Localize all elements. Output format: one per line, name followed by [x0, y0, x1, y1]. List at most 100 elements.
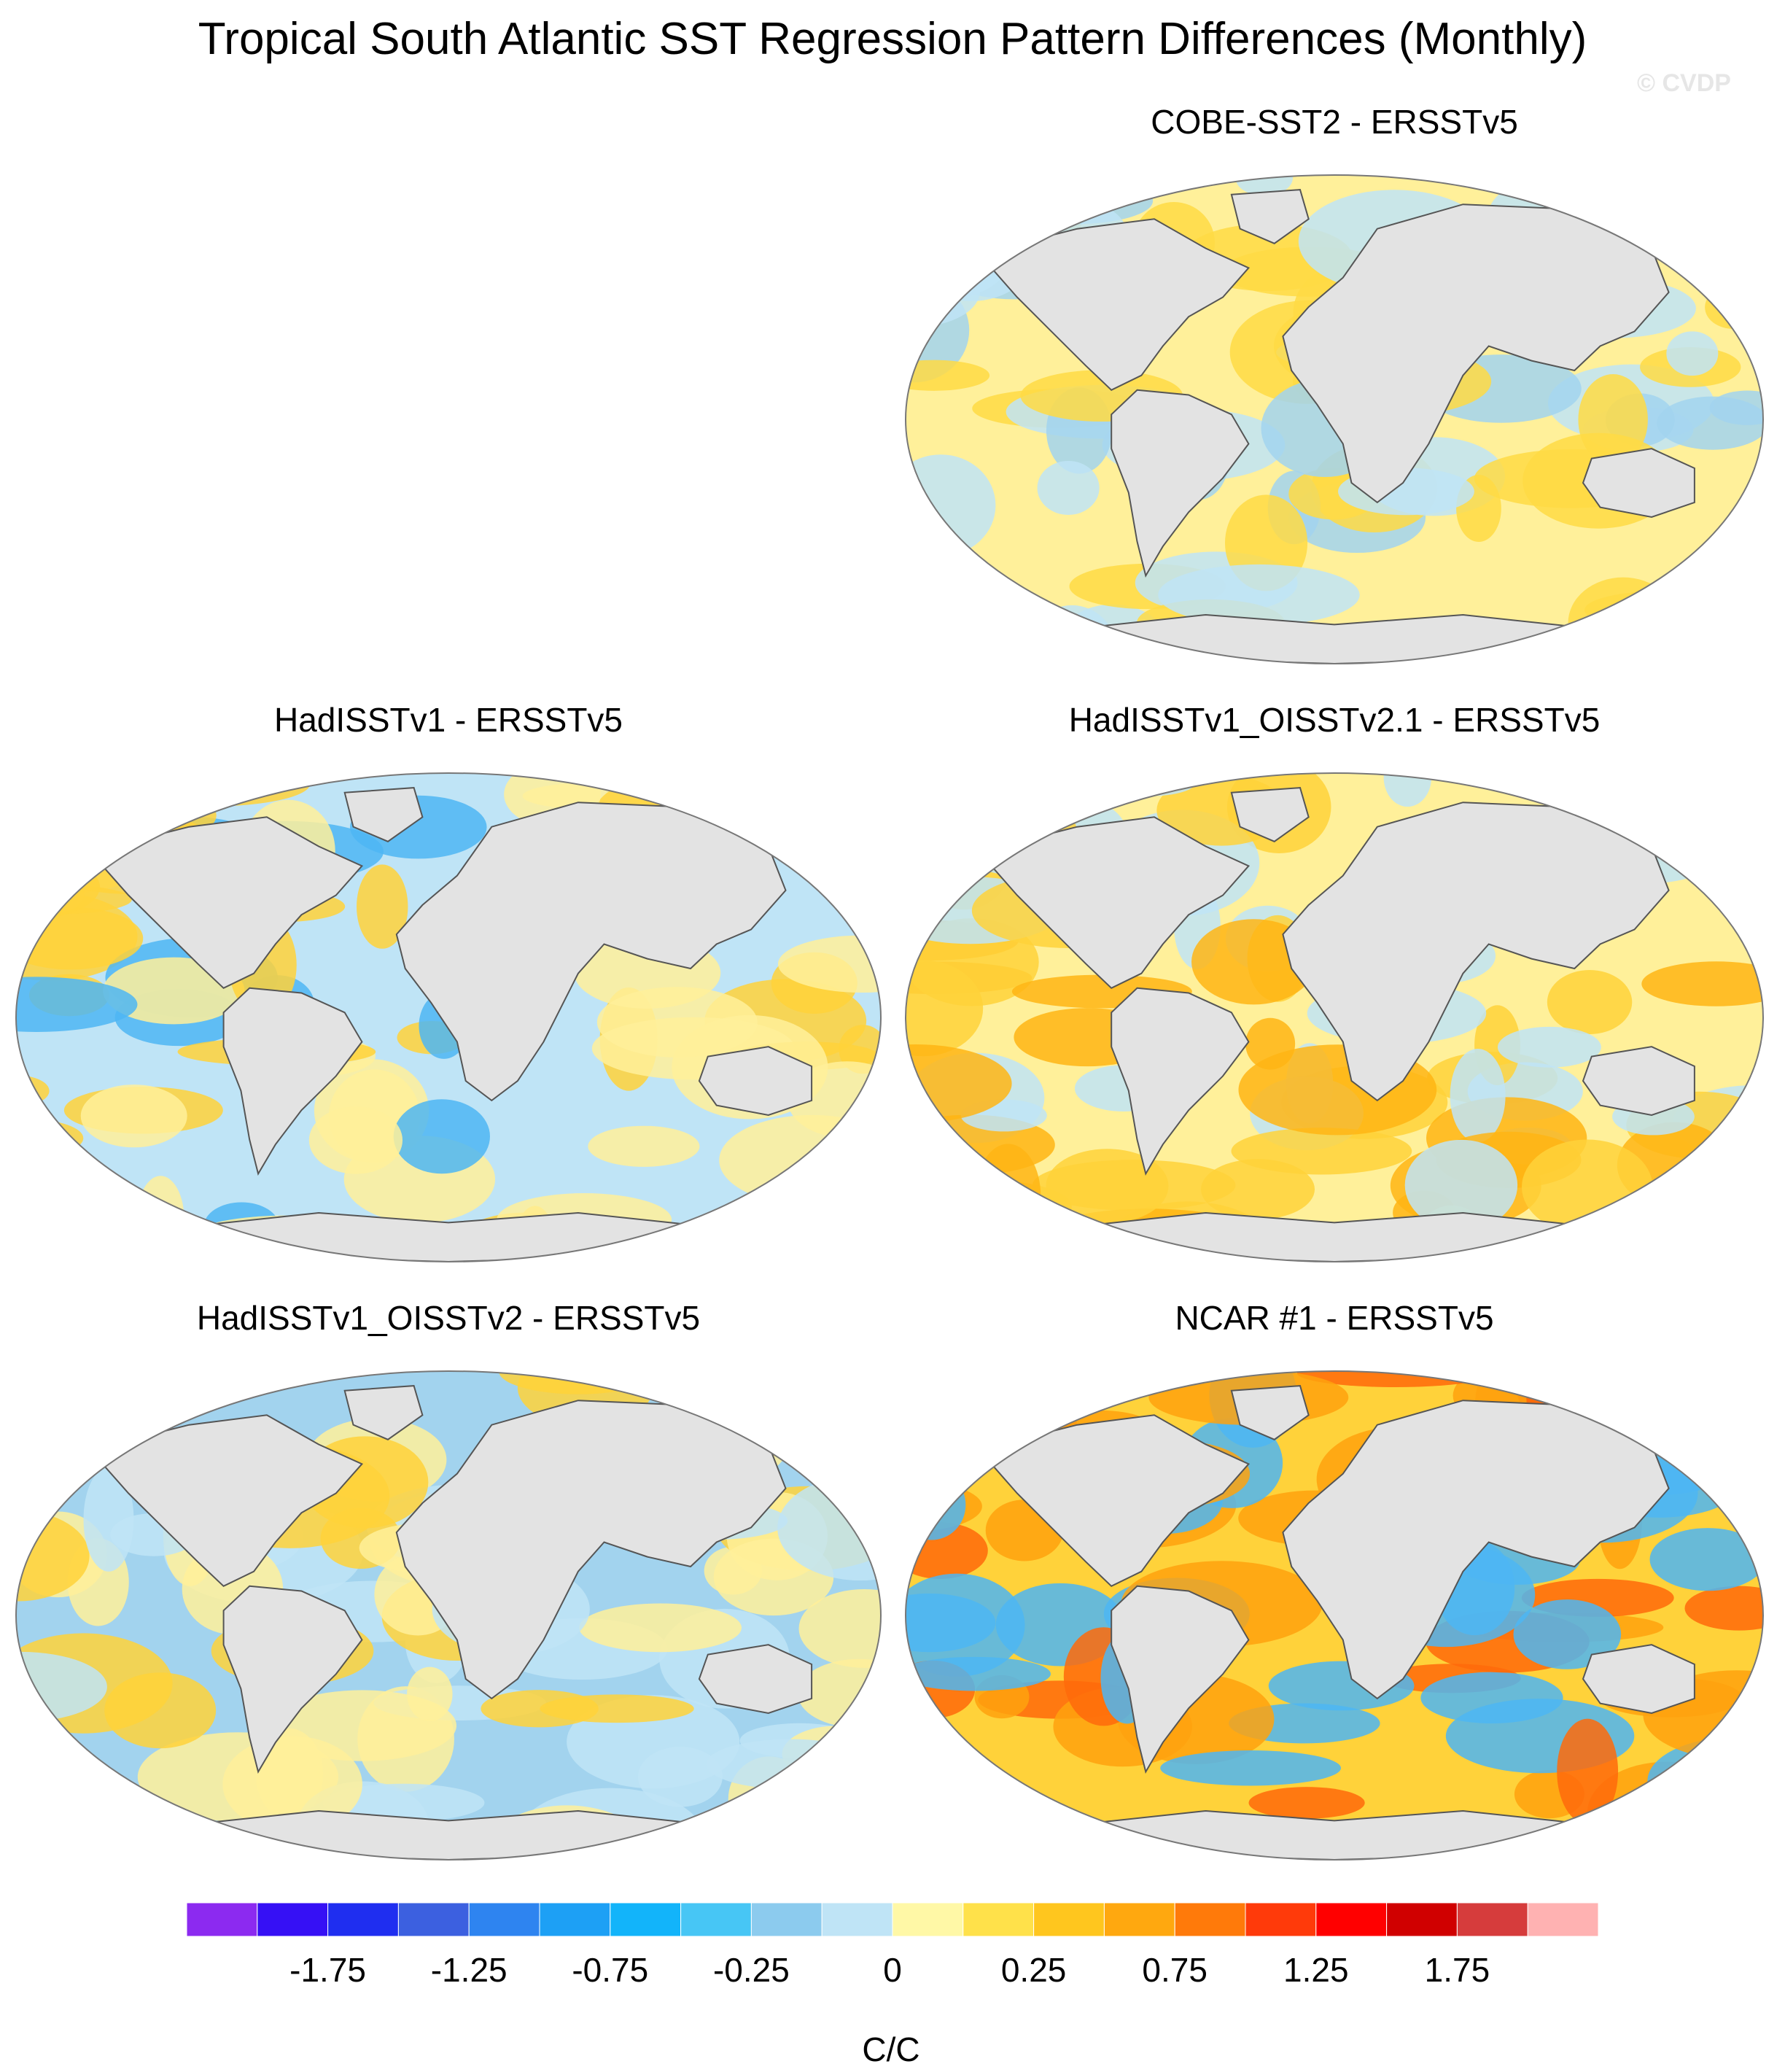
panel-title: COBE-SST2 - ERSSTv5: [1151, 103, 1518, 141]
figure-title: Tropical South Atlantic SST Regression P…: [198, 14, 1587, 64]
map-outline: [15, 1370, 882, 1860]
anomaly-blob: [782, 1213, 881, 1262]
colorbar-tick-label: 0.75: [1142, 1951, 1208, 1989]
map-outline: [905, 772, 1764, 1262]
anomaly-blob: [16, 1162, 105, 1195]
world-map: [905, 174, 1764, 664]
colorbar-swatch: [962, 1902, 1035, 1937]
anomaly-blob: [790, 791, 848, 872]
anomaly-blob: [19, 773, 219, 831]
anomaly-blob: [579, 1603, 742, 1653]
anomaly-blob: [906, 960, 984, 1057]
africa-eurasia-landmass: [1282, 203, 1670, 504]
south-america-landmass: [1111, 1585, 1250, 1774]
north-america-landmass: [101, 1414, 364, 1588]
anomaly-blob: [16, 1764, 74, 1814]
anomaly-blob: [357, 864, 408, 949]
map-outline: [15, 772, 882, 1262]
anomaly-blob: [16, 1835, 181, 1860]
map-outline: [905, 174, 1764, 664]
anomaly-blob: [685, 1835, 819, 1860]
anomaly-blob: [18, 1817, 183, 1853]
africa-eurasia-landmass: [395, 1400, 787, 1700]
world-map: [905, 772, 1764, 1262]
anomaly-blob: [16, 1780, 121, 1839]
colorbar-tick-label: -0.25: [713, 1951, 790, 1989]
anomaly-blob: [1404, 1139, 1518, 1231]
anomaly-blob: [104, 1672, 217, 1749]
anomaly-blob: [993, 177, 1154, 225]
colorbar-swatch: [1033, 1902, 1105, 1937]
anomaly-blob: [906, 1470, 966, 1540]
anomaly-blob: [1568, 577, 1679, 664]
colorbar-tick-label: -1.25: [431, 1951, 508, 1989]
panel-title: NCAR #1 - ERSSTv5: [1175, 1299, 1494, 1337]
anomaly-blob: [1248, 1787, 1365, 1819]
anomaly-blob: [136, 1176, 184, 1261]
anomaly-blob: [637, 1746, 723, 1807]
colorbar-swatch: [610, 1902, 682, 1937]
anomaly-blob: [1581, 1812, 1712, 1842]
colorbar-unit-label: C/C: [862, 2030, 919, 2068]
anomaly-blob: [911, 1774, 963, 1860]
south-america-landmass: [1111, 987, 1250, 1176]
map-outline: [905, 1370, 1764, 1860]
africa-eurasia-landmass: [1282, 1400, 1670, 1700]
north-america-landmass: [990, 218, 1251, 392]
anomaly-blob: [1598, 1801, 1710, 1852]
anomaly-blob: [906, 1187, 995, 1260]
map-panel-hadisst-oisst2: HadISSTv1_OISSTv2 - ERSSTv5: [7, 1298, 890, 1882]
colorbar-swatch: [821, 1902, 893, 1937]
anomaly-blob: [1158, 564, 1360, 626]
anomaly-blob: [1525, 175, 1594, 204]
anomaly-blob: [1658, 1771, 1706, 1836]
anomaly-blob: [1547, 970, 1633, 1035]
colorbar-swatch: [539, 1902, 611, 1937]
map-panel-hadisst-oisst21: HadISSTv1_OISSTv2.1 - ERSSTv5: [897, 700, 1772, 1284]
colorbar-tick-label: 0: [883, 1951, 902, 1989]
anomaly-blob: [906, 605, 984, 634]
watermark-text: © CVDP: [1637, 69, 1731, 97]
anomaly-blob: [1046, 1149, 1169, 1224]
colorbar-swatch: [397, 1902, 470, 1937]
colorbar-swatch: [1456, 1902, 1528, 1937]
australia-landmass: [1582, 1644, 1695, 1715]
africa-eurasia-landmass: [1282, 802, 1670, 1102]
south-america-landmass: [222, 987, 363, 1176]
anomaly-blob: [1684, 1586, 1763, 1631]
anomaly-blob: [1578, 374, 1648, 465]
anomaly-blob: [308, 1106, 403, 1174]
panel-title: HadISSTv1 - ERSSTv5: [273, 701, 623, 739]
greenland-landmass: [1230, 787, 1310, 842]
anomaly-blob: [1584, 590, 1748, 629]
world-map: [15, 1370, 882, 1860]
panel-title: HadISSTv1_OISSTv2.1 - ERSSTv5: [1068, 701, 1601, 739]
colorbar-tick-label: 0.25: [1001, 1951, 1067, 1989]
anomaly-blob: [1200, 1159, 1315, 1220]
panel-title: HadISSTv1_OISSTv2 - ERSSTv5: [196, 1299, 701, 1337]
colorbar-swatch: [750, 1902, 822, 1937]
colorbar-swatch: [327, 1902, 399, 1937]
colorbar-swatch: [892, 1902, 964, 1937]
anomaly-blob: [407, 1666, 453, 1722]
colorbar-tick-label: -1.75: [289, 1951, 366, 1989]
colorbar-swatch: [1245, 1902, 1317, 1937]
colorbar-tick-label: -0.75: [572, 1951, 648, 1989]
anomaly-blob: [1558, 175, 1750, 230]
anomaly-blob: [499, 1371, 658, 1394]
colorbar-swatch: [186, 1902, 258, 1937]
anomaly-blob: [1513, 1599, 1622, 1669]
world-map: [905, 1370, 1764, 1860]
australia-landmass: [698, 1644, 813, 1715]
colorbar-swatch: [680, 1902, 752, 1937]
anomaly-blob: [1601, 609, 1708, 664]
colorbar-tick-label: 1.75: [1425, 1951, 1490, 1989]
greenland-landmass: [1230, 189, 1310, 244]
anomaly-blob: [588, 1125, 700, 1167]
colorbar-swatch: [1527, 1902, 1599, 1937]
colorbar-swatch: [1386, 1902, 1458, 1937]
anomaly-blob: [40, 1790, 157, 1860]
world-map: [15, 772, 882, 1262]
greenland-landmass: [343, 1385, 424, 1440]
colorbar-swatch: [257, 1902, 329, 1937]
